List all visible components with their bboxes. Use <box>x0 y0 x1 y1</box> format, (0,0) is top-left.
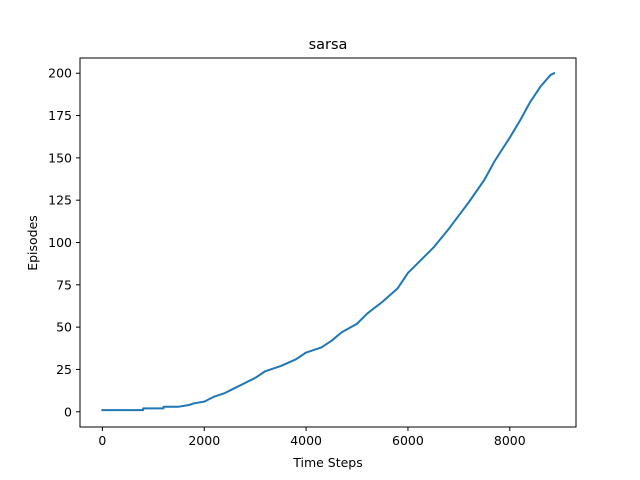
axis-ticks: 0 2000 4000 6000 8000 0 25 50 75 100 125 150 175 200 <box>48 66 526 448</box>
y-axis-label: Episodes <box>25 215 40 271</box>
y-tick-label: 175 <box>48 108 72 123</box>
y-tick-label: 25 <box>56 362 72 377</box>
series-line <box>101 71 556 412</box>
y-tick-label: 50 <box>56 320 72 335</box>
y-tick-label: 75 <box>56 277 72 292</box>
x-axis-label: Time Steps <box>292 455 363 470</box>
x-tick-label: 6000 <box>392 433 424 448</box>
x-tick-label: 8000 <box>494 433 526 448</box>
y-tick-label: 150 <box>48 150 72 165</box>
y-tick-label: 0 <box>64 404 72 419</box>
y-tick-label: 100 <box>48 235 72 250</box>
chart-title: sarsa <box>309 37 348 53</box>
x-tick-label: 4000 <box>290 433 322 448</box>
x-tick-label: 0 <box>98 433 106 448</box>
y-tick-label: 125 <box>48 193 72 208</box>
x-tick-label: 2000 <box>188 433 220 448</box>
series-layer <box>101 71 556 412</box>
plot-area <box>79 57 577 428</box>
y-tick-label: 200 <box>48 66 72 81</box>
